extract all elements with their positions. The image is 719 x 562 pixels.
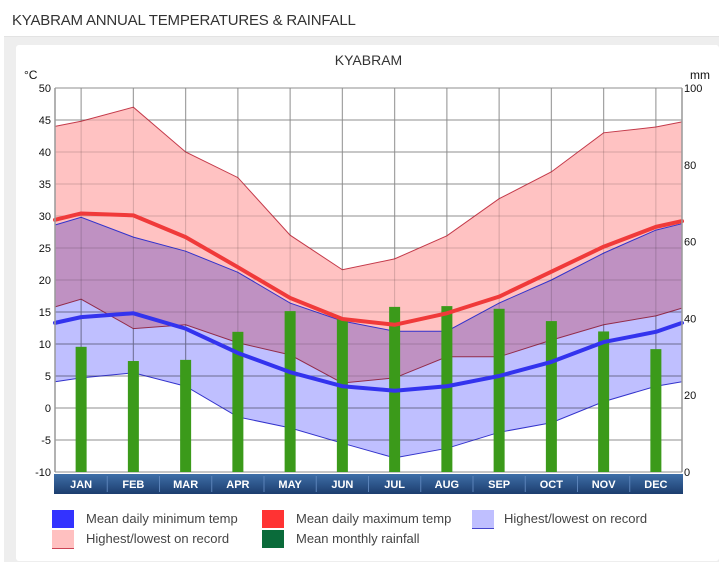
month-label: DEC bbox=[644, 479, 667, 491]
record-min-band-lower-line bbox=[54, 372, 683, 459]
month-label: JAN bbox=[70, 479, 92, 491]
legend-label: Highest/lowest on record bbox=[86, 531, 230, 546]
y2-tick-label: 20 bbox=[684, 390, 696, 402]
y-tick-label: -10 bbox=[35, 467, 51, 479]
legend-label: Highest/lowest on record bbox=[504, 511, 648, 526]
y-tick-label: 15 bbox=[39, 307, 51, 319]
month-label: SEP bbox=[488, 479, 510, 491]
mean-max-line bbox=[53, 211, 684, 327]
y-tick-label: 0 bbox=[45, 403, 51, 415]
y2-axis-unit-label: mm bbox=[690, 68, 710, 82]
y-tick-label: 50 bbox=[39, 83, 51, 95]
lavender-square-icon bbox=[472, 510, 494, 529]
rainfall-bar bbox=[180, 359, 192, 472]
page-title: KYABRAM ANNUAL TEMPERATURES & RAINFALL bbox=[12, 12, 356, 29]
record-max-band-upper-line bbox=[54, 106, 683, 271]
y2-tick-label: 60 bbox=[684, 237, 696, 249]
month-label: MAY bbox=[278, 479, 302, 491]
y-tick-label: 25 bbox=[39, 243, 51, 255]
rainfall-bar bbox=[284, 311, 296, 472]
y-tick-label: 20 bbox=[39, 275, 51, 287]
axes: 50454035302520151050-5-10100806040200JAN… bbox=[35, 83, 702, 494]
rainfall-bar bbox=[650, 349, 662, 472]
mean-min-line bbox=[53, 311, 684, 393]
month-label: JUN bbox=[331, 479, 353, 491]
red-square-icon bbox=[262, 510, 284, 528]
page-header: KYABRAM ANNUAL TEMPERATURES & RAINFALL bbox=[0, 0, 719, 36]
record-min-band-upper-line bbox=[54, 216, 683, 332]
rainfall-bar bbox=[232, 331, 244, 472]
record-bands bbox=[54, 87, 683, 473]
record-min-band bbox=[55, 217, 682, 458]
month-label: AUG bbox=[435, 479, 459, 491]
y-axis-unit-label: °C bbox=[24, 68, 38, 82]
legend-label: Mean daily minimum temp bbox=[86, 511, 238, 526]
month-label: OCT bbox=[540, 479, 564, 491]
chart-title: KYABRAM bbox=[334, 52, 403, 68]
rainfall-bar bbox=[336, 318, 348, 472]
legend-label: Mean monthly rainfall bbox=[296, 531, 420, 546]
rainfall-bar bbox=[493, 308, 505, 472]
rainfall-bar bbox=[598, 331, 610, 472]
temperature-lines bbox=[53, 211, 684, 393]
y2-tick-label: 0 bbox=[684, 467, 690, 479]
y-tick-label: 5 bbox=[45, 371, 51, 383]
y-tick-label: 45 bbox=[39, 115, 51, 127]
y-tick-label: -5 bbox=[41, 435, 51, 447]
pink-square-icon bbox=[52, 530, 74, 549]
y-tick-label: 40 bbox=[39, 147, 51, 159]
rainfall-bar bbox=[545, 321, 557, 472]
y2-tick-label: 80 bbox=[684, 160, 696, 172]
month-label: NOV bbox=[592, 479, 617, 491]
y-tick-label: 30 bbox=[39, 211, 51, 223]
rainfall-bar bbox=[127, 361, 139, 472]
y-tick-label: 10 bbox=[39, 339, 51, 351]
month-label: APR bbox=[226, 479, 249, 491]
rainfall-bar bbox=[441, 306, 453, 472]
month-label: MAR bbox=[173, 479, 198, 491]
green-square-icon bbox=[262, 530, 284, 548]
blue-square-icon bbox=[52, 510, 74, 528]
y2-tick-label: 100 bbox=[684, 83, 702, 95]
rainfall-bar bbox=[75, 346, 87, 472]
legend-label: Mean daily maximum temp bbox=[296, 511, 452, 526]
y2-tick-label: 40 bbox=[684, 313, 696, 325]
month-label: FEB bbox=[122, 479, 144, 491]
y-tick-label: 35 bbox=[39, 179, 51, 191]
month-label: JUL bbox=[384, 479, 405, 491]
